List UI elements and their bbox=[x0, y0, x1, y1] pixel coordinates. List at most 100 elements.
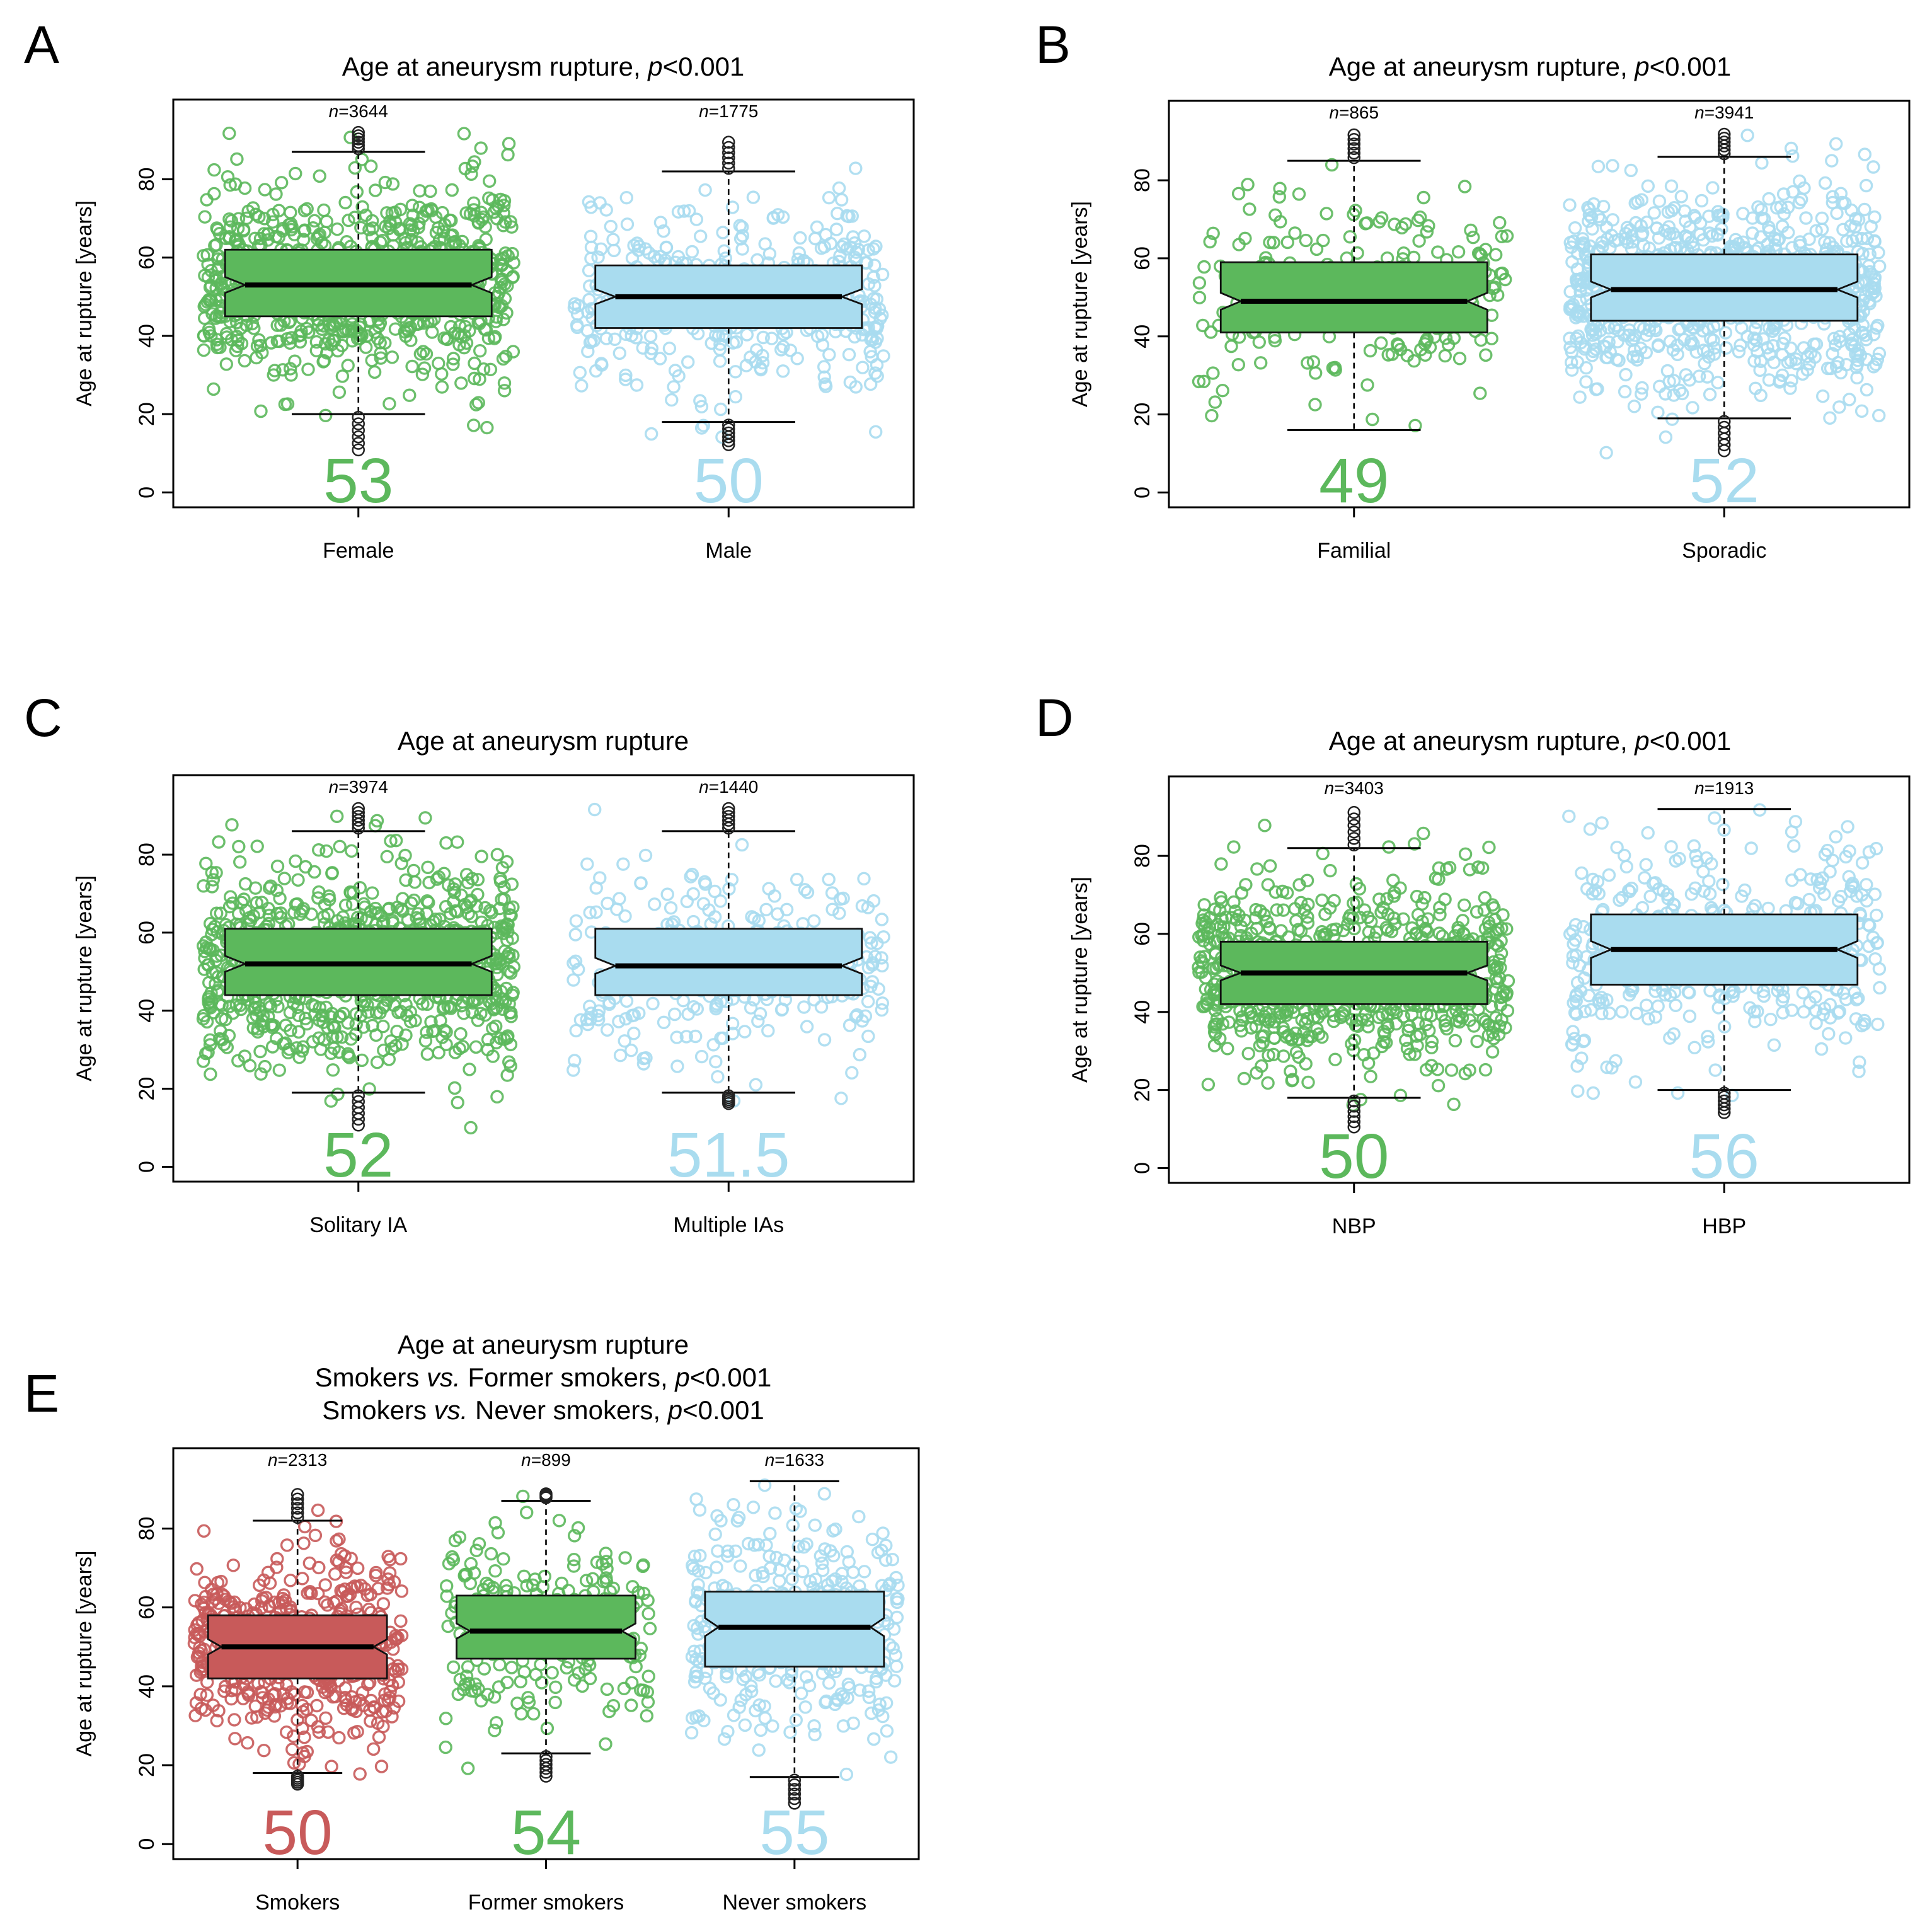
data-point bbox=[207, 187, 221, 201]
data-point bbox=[233, 855, 247, 869]
data-point bbox=[865, 350, 878, 364]
data-point bbox=[497, 384, 512, 398]
data-point bbox=[250, 350, 263, 365]
data-point bbox=[1203, 234, 1217, 249]
data-point bbox=[1250, 862, 1264, 876]
box-body bbox=[594, 928, 863, 996]
median-value-label: 50 bbox=[694, 446, 764, 516]
data-point bbox=[1826, 190, 1840, 204]
data-point bbox=[1241, 178, 1255, 192]
outlier-point bbox=[352, 135, 365, 149]
data-point bbox=[792, 246, 807, 260]
data-point bbox=[1470, 1034, 1484, 1049]
chart-title-line: Age at aneurysm rupture, p<0.001 bbox=[1329, 52, 1732, 81]
data-point bbox=[1706, 181, 1720, 195]
data-point bbox=[467, 418, 481, 432]
data-point bbox=[480, 420, 494, 435]
title-segment: Former smokers, bbox=[461, 1362, 676, 1392]
data-point bbox=[210, 222, 225, 237]
data-point bbox=[1870, 321, 1883, 335]
data-point bbox=[1478, 1063, 1493, 1077]
data-point bbox=[749, 1078, 763, 1092]
chart-title-line: Smokers vs. Never smokers, p<0.001 bbox=[322, 1395, 764, 1425]
data-point bbox=[713, 894, 728, 908]
data-point bbox=[1568, 221, 1582, 235]
data-point bbox=[1860, 383, 1874, 397]
data-point bbox=[1458, 180, 1472, 193]
data-point bbox=[221, 170, 235, 184]
data-point bbox=[1395, 221, 1409, 234]
data-point bbox=[693, 394, 707, 408]
outliers bbox=[352, 125, 365, 457]
data-point bbox=[498, 215, 512, 229]
data-point bbox=[584, 229, 598, 243]
data-point bbox=[1618, 384, 1632, 399]
data-point bbox=[1786, 839, 1801, 853]
data-point bbox=[222, 126, 236, 141]
data-point bbox=[1599, 446, 1613, 459]
data-point bbox=[454, 330, 468, 344]
data-point bbox=[1754, 203, 1768, 217]
data-point bbox=[310, 231, 324, 246]
data-point bbox=[619, 191, 633, 205]
data-point bbox=[1870, 908, 1883, 923]
data-point bbox=[665, 393, 679, 407]
data-point bbox=[250, 839, 264, 853]
data-point bbox=[1873, 981, 1887, 995]
title-segment: <0.001 bbox=[682, 1395, 764, 1425]
data-point bbox=[317, 203, 331, 217]
data-point bbox=[668, 364, 682, 377]
data-point bbox=[834, 1092, 848, 1105]
data-point bbox=[1815, 389, 1830, 403]
data-point bbox=[489, 314, 503, 328]
data-point bbox=[383, 214, 397, 228]
data-point bbox=[439, 836, 453, 850]
data-point bbox=[319, 214, 333, 229]
data-point bbox=[1301, 1075, 1315, 1090]
x-tick-label: Solitary IA bbox=[309, 1213, 407, 1237]
data-point bbox=[1238, 231, 1252, 245]
data-point bbox=[1192, 374, 1206, 389]
data-point bbox=[200, 248, 214, 262]
data-point bbox=[1393, 1088, 1408, 1102]
panel-a: A Age at aneurysm rupture, p<0.0010204060… bbox=[24, 15, 915, 563]
data-point bbox=[1841, 820, 1854, 834]
data-point bbox=[698, 183, 712, 197]
data-point bbox=[1829, 137, 1843, 151]
data-point bbox=[1268, 334, 1282, 348]
data-point bbox=[1652, 194, 1667, 208]
data-point bbox=[1872, 408, 1886, 423]
data-point bbox=[756, 330, 770, 345]
n-label: n=1913 bbox=[1694, 778, 1754, 798]
data-point bbox=[667, 1007, 682, 1022]
data-point bbox=[860, 256, 874, 270]
data-point bbox=[1630, 1006, 1643, 1020]
data-point bbox=[336, 325, 350, 339]
data-point bbox=[482, 191, 496, 205]
data-point bbox=[581, 344, 595, 359]
data-point bbox=[1458, 847, 1473, 861]
data-point bbox=[435, 380, 449, 394]
data-point bbox=[716, 226, 730, 239]
data-point bbox=[1391, 338, 1405, 352]
outlier-point bbox=[352, 410, 365, 424]
data-point bbox=[774, 1003, 789, 1017]
panel-label: C bbox=[24, 688, 62, 747]
outliers bbox=[1347, 128, 1360, 164]
data-point bbox=[1360, 216, 1374, 230]
data-point bbox=[1569, 331, 1584, 345]
data-point bbox=[1651, 338, 1665, 352]
data-point bbox=[1274, 924, 1288, 938]
data-point bbox=[1858, 202, 1872, 217]
data-point bbox=[797, 1000, 811, 1014]
data-point bbox=[1451, 245, 1466, 259]
data-point bbox=[1866, 360, 1881, 374]
n-label: n=3974 bbox=[329, 777, 388, 797]
data-point bbox=[568, 928, 582, 942]
data-point bbox=[1866, 160, 1880, 174]
data-point bbox=[1571, 1084, 1585, 1098]
data-point bbox=[348, 161, 362, 175]
data-point bbox=[849, 380, 863, 394]
